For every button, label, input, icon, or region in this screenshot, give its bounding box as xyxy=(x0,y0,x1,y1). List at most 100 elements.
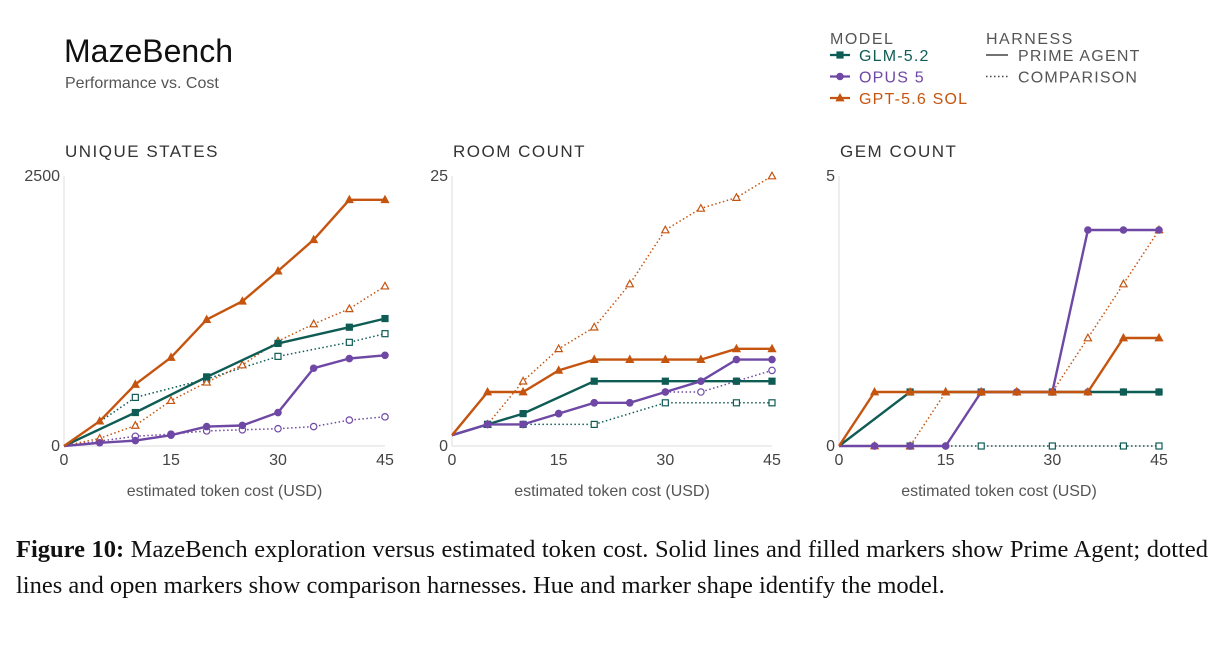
data-point xyxy=(731,343,742,353)
caption-label: Figure 10: xyxy=(16,536,125,563)
legend-item-glm-5-2: GLM-5.2 xyxy=(830,48,930,65)
x-tick-label: 45 xyxy=(763,452,781,469)
data-point xyxy=(1154,332,1164,342)
x-tick-label: 30 xyxy=(1043,452,1061,469)
data-point xyxy=(345,354,354,363)
data-point xyxy=(977,442,985,450)
series-line xyxy=(63,354,386,448)
data-point xyxy=(309,318,319,328)
y-tick-label: 2500 xyxy=(24,168,60,185)
figure-caption: Figure 10: MazeBench exploration versus … xyxy=(16,532,1208,604)
data-point xyxy=(732,355,741,364)
x-tick-label: 0 xyxy=(448,452,457,469)
series-line xyxy=(839,391,1159,447)
data-point xyxy=(166,395,176,405)
legend-harness-heading: HARNESS xyxy=(986,31,1074,48)
data-point xyxy=(380,281,390,290)
series-gpt-5-6-sol-comparison xyxy=(451,170,777,436)
data-point xyxy=(380,194,390,204)
series-opus-5-prime-agent xyxy=(63,351,389,448)
data-point xyxy=(869,386,880,396)
series-line xyxy=(451,175,773,436)
data-point xyxy=(661,399,669,407)
legend-label-glm-5-2: GLM-5.2 xyxy=(859,48,930,65)
data-point xyxy=(1084,226,1092,234)
data-point xyxy=(696,203,706,212)
series-line xyxy=(838,390,1159,447)
data-point xyxy=(768,355,776,364)
data-point xyxy=(1155,226,1163,234)
data-point xyxy=(590,420,598,428)
data-point xyxy=(344,303,354,313)
data-point xyxy=(344,194,354,204)
data-point xyxy=(1083,332,1093,342)
x-tick-label: 45 xyxy=(376,452,394,469)
legend-label-comparison: COMPARISON xyxy=(1018,70,1138,87)
x-tick-label: 0 xyxy=(835,452,844,469)
figure-title: MazeBench xyxy=(64,33,233,69)
data-point xyxy=(483,420,492,429)
data-point xyxy=(1119,226,1128,234)
data-point xyxy=(309,234,319,244)
legend-item-opus-5: OPUS 5 xyxy=(830,70,924,87)
x-tick-label: 15 xyxy=(162,452,180,469)
data-point xyxy=(381,413,389,421)
data-point xyxy=(1119,442,1128,450)
x-tick-label: 45 xyxy=(1150,452,1168,469)
data-point xyxy=(482,386,493,396)
data-point xyxy=(309,364,318,373)
series-line xyxy=(451,380,772,437)
series-line xyxy=(63,198,385,447)
legend-label-gpt-5-6-sol: GPT-5.6 SOL xyxy=(859,91,968,108)
y-tick-label: 0 xyxy=(439,438,448,455)
series-opus-5-prime-agent xyxy=(839,226,1163,450)
data-point xyxy=(1118,278,1129,288)
y-tick-label: 25 xyxy=(430,168,448,185)
data-point xyxy=(590,398,599,407)
data-point xyxy=(1047,386,1057,396)
data-point xyxy=(625,398,634,407)
data-point xyxy=(1083,386,1093,396)
panel-title: GEM COUNT xyxy=(840,142,957,161)
x-tick-label: 0 xyxy=(60,452,69,469)
legend-item-gpt-5-6-sol: GPT-5.6 SOL xyxy=(830,91,968,108)
data-point xyxy=(660,224,670,234)
series-gpt-5-6-sol-prime-agent xyxy=(451,343,777,436)
data-point xyxy=(130,379,140,388)
data-point xyxy=(381,351,389,360)
data-point xyxy=(625,278,635,288)
data-point xyxy=(131,393,139,401)
data-point xyxy=(274,424,282,433)
mazebench-figure: MazeBench Performance vs. Cost MODEL HAR… xyxy=(24,31,1168,500)
data-point xyxy=(941,386,951,396)
series-opus-5-comparison xyxy=(839,388,1163,450)
data-point xyxy=(625,354,635,363)
x-tick-label: 15 xyxy=(937,452,955,469)
data-point xyxy=(696,354,706,363)
legend-item-prime-agent: PRIME AGENT xyxy=(986,48,1139,65)
data-point xyxy=(518,376,528,385)
data-point xyxy=(345,416,354,424)
data-point xyxy=(166,352,176,361)
series-line xyxy=(451,347,772,436)
legend-item-comparison: COMPARISON xyxy=(986,70,1138,87)
series-line xyxy=(63,317,386,448)
data-point xyxy=(661,377,669,385)
data-point xyxy=(906,442,914,450)
data-point xyxy=(661,388,670,396)
data-point xyxy=(519,420,527,429)
x-axis-label: estimated token cost (USD) xyxy=(901,483,1097,500)
panel-title: ROOM COUNT xyxy=(453,142,586,161)
data-point xyxy=(274,408,282,417)
data-point xyxy=(768,377,776,385)
data-point xyxy=(660,354,670,363)
series-gpt-5-6-sol-prime-agent xyxy=(837,332,1164,447)
data-point xyxy=(273,265,283,275)
y-tick-label: 5 xyxy=(826,168,835,185)
legend-swatch-marker xyxy=(835,92,845,102)
x-axis-label: estimated token cost (USD) xyxy=(514,483,710,500)
panel-unique-states: UNIQUE STATES 0 2500 0 15 30 45 estimated token… xyxy=(24,142,394,500)
series-gpt-5-6-sol-comparison xyxy=(839,224,1164,450)
series-glm-5-2-comparison xyxy=(451,399,776,436)
